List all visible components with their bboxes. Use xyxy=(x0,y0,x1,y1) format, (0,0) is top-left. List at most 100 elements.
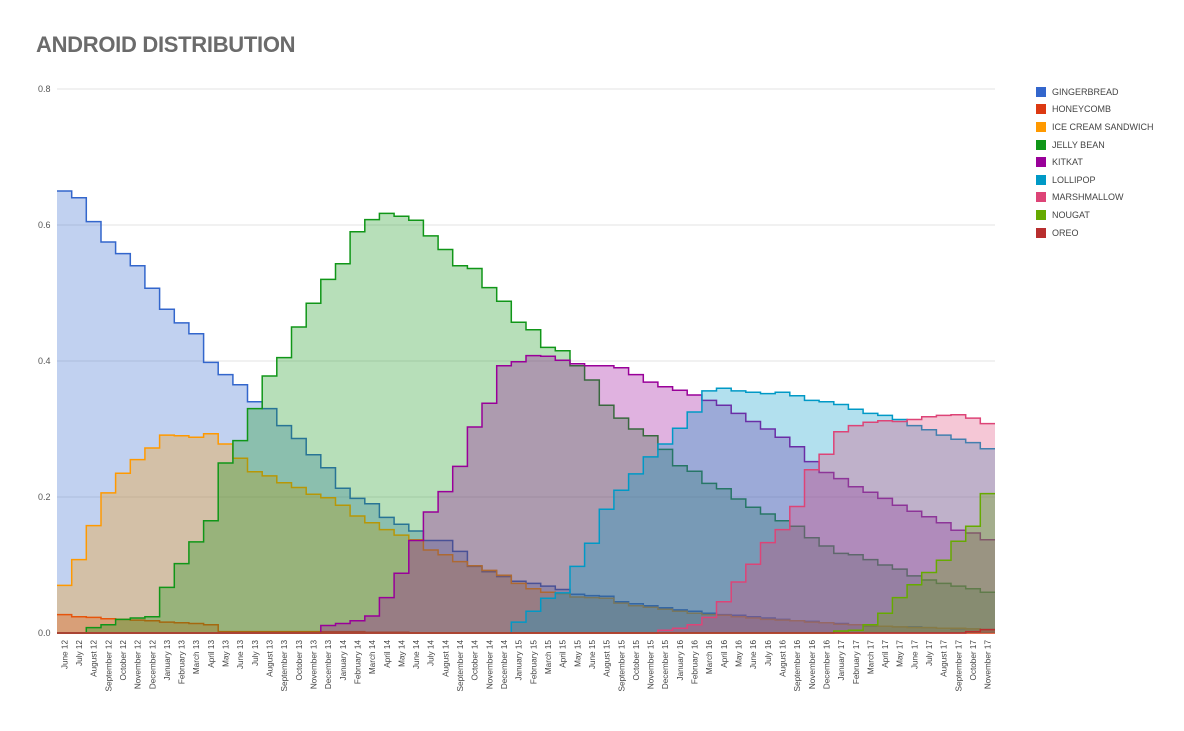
chart-title: ANDROID DISTRIBUTION xyxy=(36,32,296,57)
x-tick-label: October 17 xyxy=(969,640,978,681)
series-area-fill xyxy=(57,614,995,633)
y-tick-label: 0.6 xyxy=(38,220,51,230)
x-tick-label: October 14 xyxy=(471,640,480,681)
x-tick-label: March 15 xyxy=(544,640,553,675)
x-tick-label: April 17 xyxy=(881,640,890,668)
series-line xyxy=(57,628,995,634)
x-tick-label: August 12 xyxy=(90,640,99,677)
legend-label: LOLLIPOP xyxy=(1052,174,1096,185)
x-tick-label: December 15 xyxy=(661,640,670,690)
x-tick-label: March 13 xyxy=(192,640,201,675)
legend-label: GINGERBREAD xyxy=(1052,86,1119,97)
legend-item[interactable]: HONEYCOMB xyxy=(1036,101,1154,119)
legend-swatch xyxy=(1036,86,1046,97)
legend-swatch xyxy=(1036,192,1046,203)
x-tick-label: February 17 xyxy=(852,640,861,685)
x-tick-label: May 14 xyxy=(397,640,406,667)
legend-swatch xyxy=(1036,157,1046,168)
x-tick-label: February 13 xyxy=(178,640,187,685)
legend-item[interactable]: OREO xyxy=(1036,224,1154,242)
x-tick-label: March 16 xyxy=(705,640,714,675)
x-tick-label: May 13 xyxy=(222,640,231,667)
x-tick-label: May 17 xyxy=(896,640,905,667)
x-tick-label: June 12 xyxy=(60,640,69,670)
x-tick-label: August 17 xyxy=(940,640,949,677)
x-tick-label: July 12 xyxy=(75,640,84,666)
x-tick-label: November 16 xyxy=(808,640,817,690)
x-tick-label: November 15 xyxy=(647,640,656,690)
legend-item[interactable]: LOLLIPOP xyxy=(1036,171,1154,189)
legend-item[interactable]: ICE CREAM SANDWICH xyxy=(1036,118,1154,136)
series-area-fill xyxy=(57,213,995,633)
x-axis-ticks: June 12 July 12 August 12 September 12 Octob… xyxy=(60,640,992,692)
legend-label: MARSHMALLOW xyxy=(1052,192,1124,203)
legend-label: JELLY BEAN xyxy=(1052,139,1105,150)
x-tick-label: September 14 xyxy=(456,640,465,692)
y-tick-label: 0.0 xyxy=(38,628,51,638)
x-tick-label: November 13 xyxy=(309,640,318,690)
x-tick-label: October 15 xyxy=(632,640,641,681)
x-tick-label: June 13 xyxy=(236,640,245,670)
x-tick-label: January 17 xyxy=(837,640,846,681)
legend-item[interactable]: MARSHMALLOW xyxy=(1036,189,1154,207)
x-tick-label: October 13 xyxy=(295,640,304,681)
legend-swatch xyxy=(1036,209,1046,220)
y-tick-label: 0.2 xyxy=(38,492,51,502)
x-tick-label: August 14 xyxy=(441,640,450,677)
series-line xyxy=(57,212,995,634)
y-tick-label: 0.4 xyxy=(38,356,51,366)
y-axis-ticks: 0.0 0.2 0.4 0.6 0.8 xyxy=(38,84,51,638)
x-tick-label: April 14 xyxy=(383,640,392,668)
series-area-fill xyxy=(57,191,995,633)
x-tick-label: December 13 xyxy=(324,640,333,690)
y-tick-label: 0.8 xyxy=(38,84,51,94)
x-tick-label: September 12 xyxy=(104,640,113,692)
x-tick-label: April 15 xyxy=(559,640,568,668)
x-tick-label: February 14 xyxy=(353,640,362,685)
x-tick-label: February 16 xyxy=(691,640,700,685)
x-tick-label: December 14 xyxy=(500,640,509,690)
legend-label: NOUGAT xyxy=(1052,209,1090,220)
x-tick-label: March 17 xyxy=(866,640,875,675)
x-tick-label: July 13 xyxy=(251,640,260,666)
series-areas xyxy=(57,190,995,634)
legend-label: OREO xyxy=(1052,227,1079,238)
x-tick-label: April 13 xyxy=(207,640,216,668)
legend-swatch xyxy=(1036,104,1046,115)
x-tick-label: January 16 xyxy=(676,640,685,681)
x-tick-label: July 16 xyxy=(764,640,773,666)
x-tick-label: December 12 xyxy=(148,640,157,690)
x-tick-label: January 14 xyxy=(339,640,348,681)
x-tick-label: June 14 xyxy=(412,640,421,670)
x-tick-label: June 17 xyxy=(910,640,919,670)
series-oreo xyxy=(57,628,995,634)
legend-item[interactable]: NOUGAT xyxy=(1036,206,1154,224)
x-tick-label: April 16 xyxy=(720,640,729,668)
x-tick-label: November 12 xyxy=(134,640,143,690)
x-tick-label: June 16 xyxy=(749,640,758,670)
legend-label: KITKAT xyxy=(1052,157,1083,168)
x-tick-label: September 16 xyxy=(793,640,802,692)
x-tick-label: July 14 xyxy=(427,640,436,666)
x-tick-label: February 15 xyxy=(529,640,538,685)
x-tick-label: June 15 xyxy=(588,640,597,670)
x-tick-label: May 15 xyxy=(573,640,582,667)
x-tick-label: November 17 xyxy=(984,640,993,690)
legend-item[interactable]: JELLY BEAN xyxy=(1036,136,1154,154)
x-tick-label: August 16 xyxy=(778,640,787,677)
x-tick-label: January 15 xyxy=(515,640,524,681)
legend-item[interactable]: KITKAT xyxy=(1036,153,1154,171)
x-tick-label: November 14 xyxy=(485,640,494,690)
x-tick-label: May 16 xyxy=(735,640,744,667)
legend-swatch xyxy=(1036,139,1046,150)
series-line xyxy=(57,354,995,634)
series-jelly-bean xyxy=(57,212,995,634)
x-tick-label: July 17 xyxy=(925,640,934,666)
legend-item[interactable]: GINGERBREAD xyxy=(1036,83,1154,101)
legend-label: HONEYCOMB xyxy=(1052,104,1112,115)
legend-label: ICE CREAM SANDWICH xyxy=(1052,121,1154,132)
legend-swatch xyxy=(1036,227,1046,238)
legend: GINGERBREAD HONEYCOMB ICE CREAM SANDWICH JE… xyxy=(1036,83,1154,241)
series-line xyxy=(57,433,995,631)
